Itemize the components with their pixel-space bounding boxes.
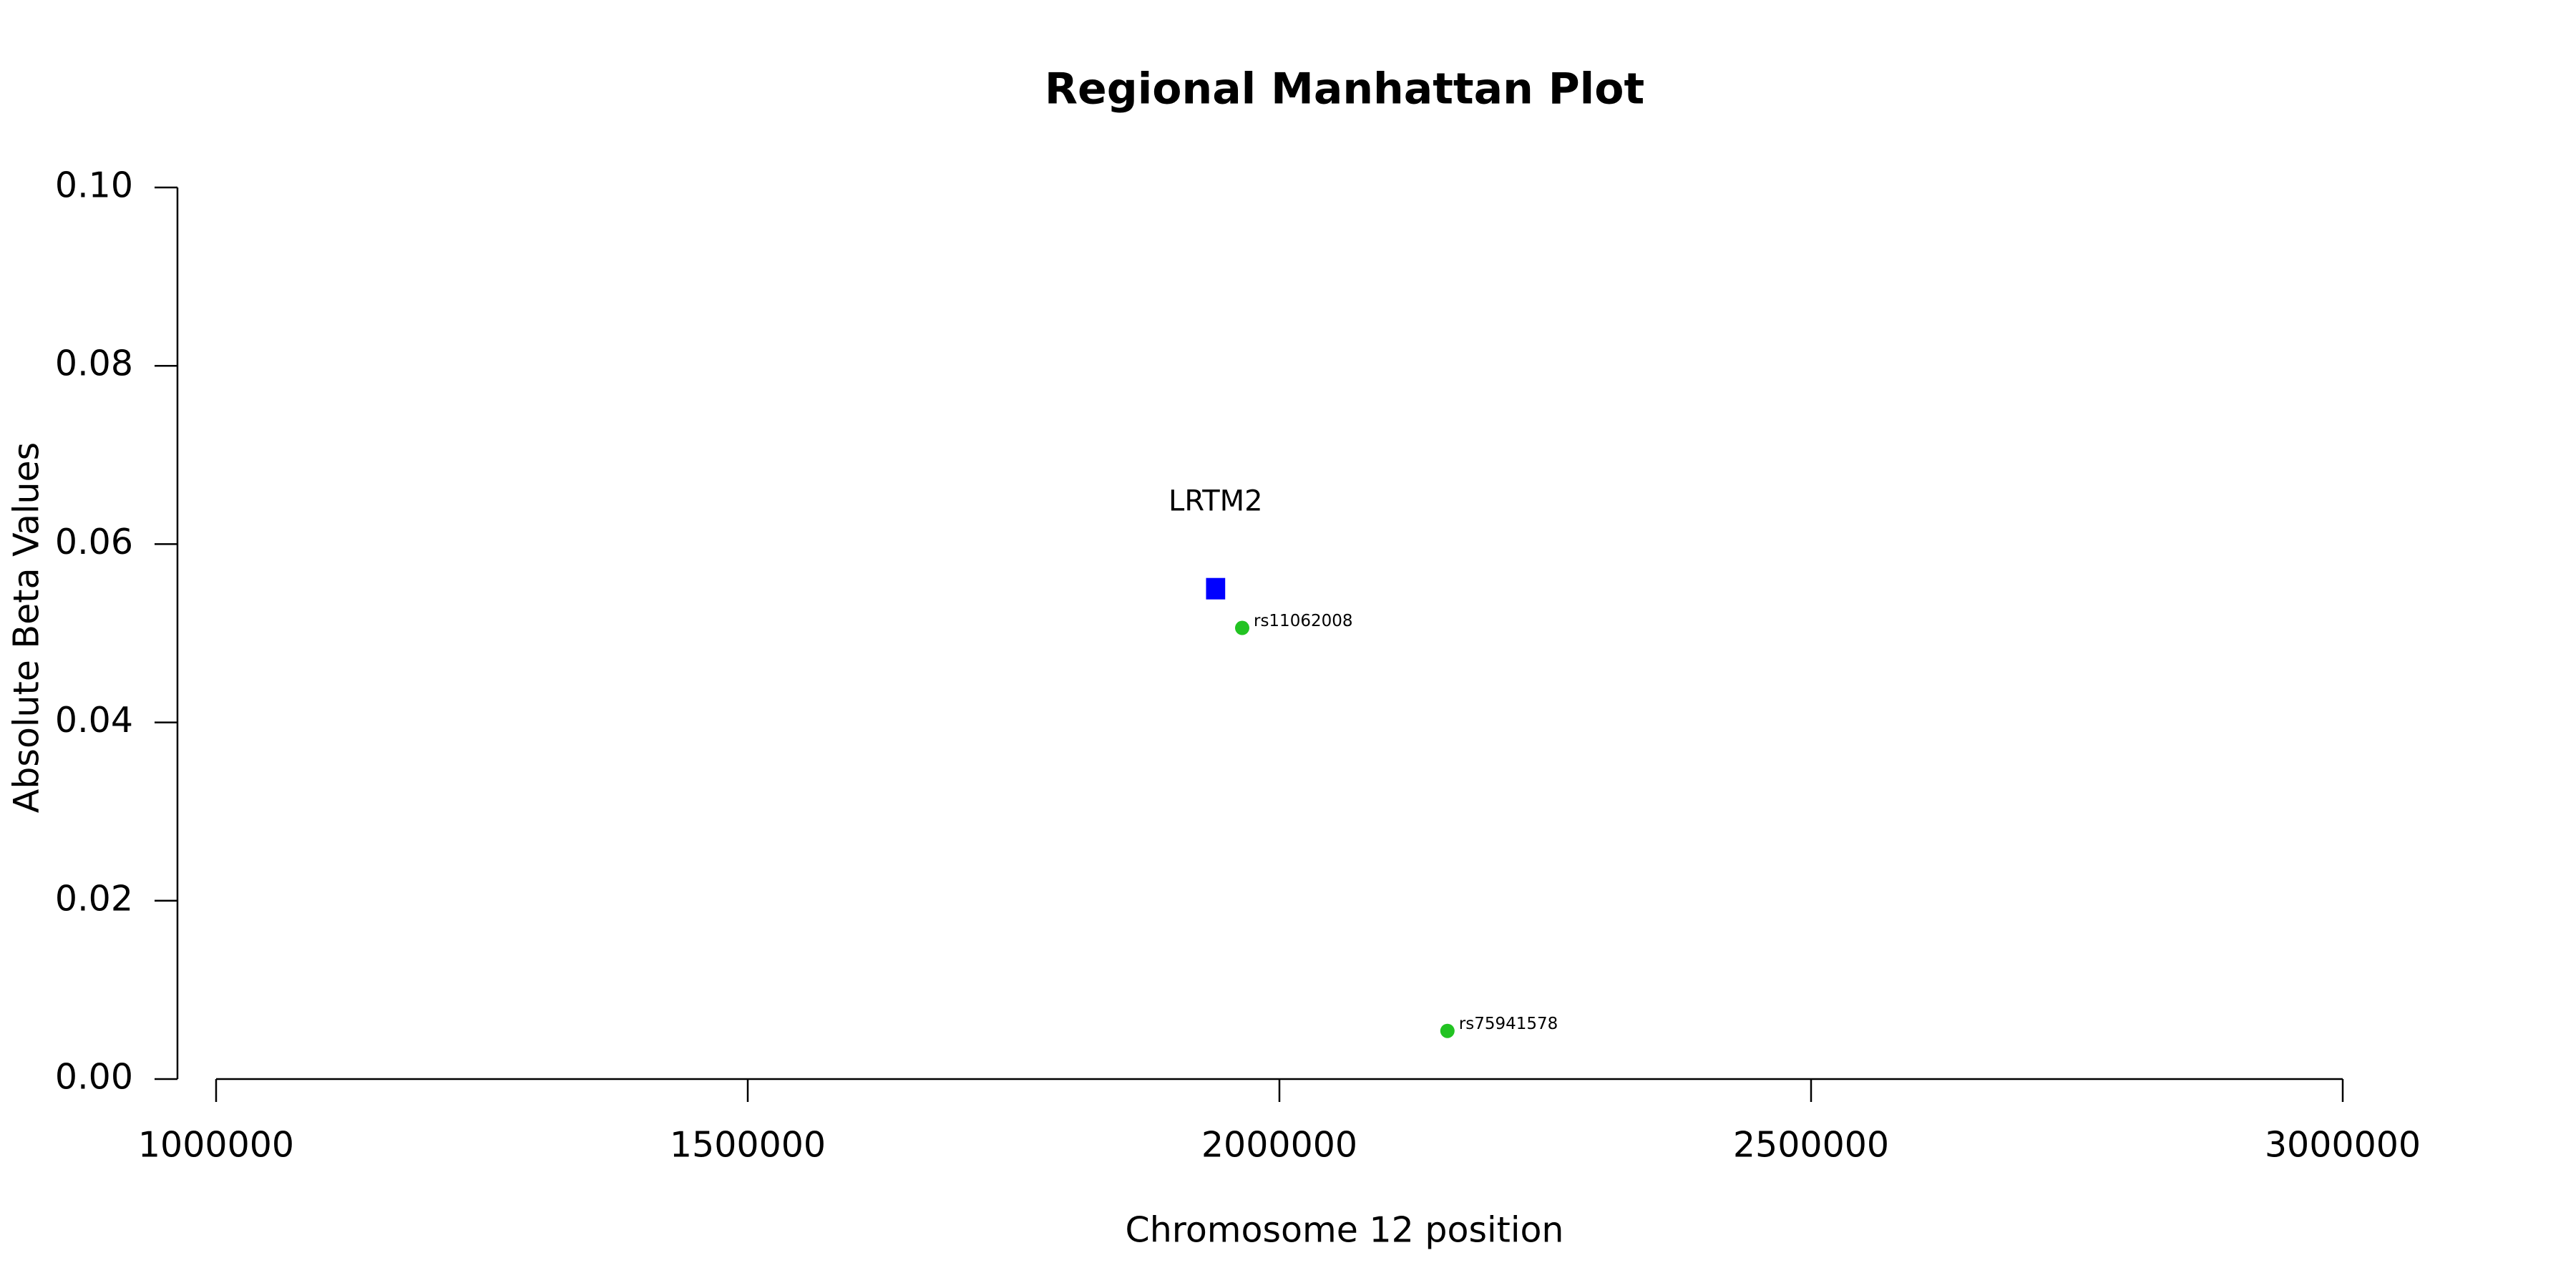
y-tick-label: 0.08 (55, 343, 133, 384)
point (1234, 620, 1249, 635)
x-tick-label: 3000000 (2265, 1125, 2421, 1166)
y-axis-label: Absolute Beta Values (6, 442, 47, 813)
y-tick-label: 0.04 (55, 700, 133, 741)
gene-label: LRTM2 (1169, 485, 1263, 518)
x-tick-label: 2000000 (1201, 1125, 1357, 1166)
gene-box (1206, 577, 1226, 600)
x-tick-label: 1500000 (670, 1125, 826, 1166)
y-tick-label: 0.00 (55, 1057, 133, 1098)
x-axis-label: Chromosome 12 position (1125, 1210, 1563, 1251)
y-tick-label: 0.02 (55, 878, 133, 919)
y-tick-label: 0.06 (55, 522, 133, 562)
point-label: rs75941578 (1459, 1015, 1558, 1033)
point (1440, 1023, 1455, 1038)
x-tick-label: 2500000 (1733, 1125, 1889, 1166)
chart-title: Regional Manhattan Plot (1045, 64, 1644, 114)
point-label: rs11062008 (1254, 612, 1353, 630)
x-tick-label: 1000000 (138, 1125, 294, 1166)
y-tick-label: 0.10 (55, 165, 133, 206)
